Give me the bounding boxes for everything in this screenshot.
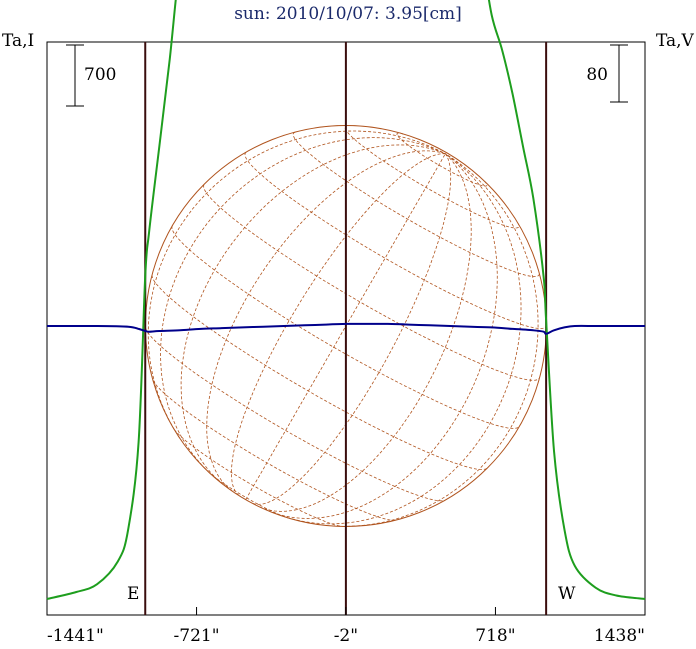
parallel-line (171, 225, 520, 429)
meridian-line (252, 153, 452, 505)
x-tick-label: -721" (174, 626, 220, 646)
parallel-line (203, 184, 540, 381)
meridian-line (286, 153, 522, 525)
x-tick-label: -2" (334, 626, 358, 646)
x-tick-label: 1438" (594, 626, 645, 646)
series-layer (46, 0, 646, 600)
meridian-line (147, 130, 446, 439)
left-scale-bar-value: 700 (84, 65, 116, 85)
right-scale-bar: 80 (586, 44, 628, 103)
meridian-line (245, 153, 446, 500)
parallel-line (145, 327, 445, 502)
parallel-line (292, 131, 540, 278)
parallel-line (173, 429, 343, 527)
meridian-line (259, 153, 472, 512)
parallel-line (244, 151, 547, 330)
left-scale-bar: 700 (66, 44, 116, 107)
meridian-line (160, 137, 446, 473)
meridian-line (180, 144, 446, 484)
parallel-line (344, 125, 520, 229)
right-scale-bar-value: 80 (586, 65, 608, 85)
x-tick-label: -1441" (47, 626, 104, 646)
parallel-line (151, 274, 488, 470)
right-axis-label: Ta,V (656, 31, 695, 51)
x-axis: -1441" -721" -2" 718" 1438" (46, 607, 646, 646)
solar-disk (144, 125, 547, 527)
chart-title: sun: 2010/10/07: 3.95[cm] (234, 4, 462, 24)
x-tick-label: 718" (475, 626, 515, 646)
east-label: E (127, 584, 139, 604)
series-ta-v-line (46, 322, 645, 335)
parallel-line (209, 472, 288, 518)
west-label: W (558, 584, 576, 604)
meridian-line (331, 153, 539, 527)
meridian-line (272, 153, 498, 519)
meridian-line (206, 150, 446, 492)
parallel-line (152, 380, 396, 521)
left-axis-label: Ta,I (2, 31, 34, 51)
series-ta-i-line (46, 0, 646, 600)
parallel-line (396, 132, 488, 187)
